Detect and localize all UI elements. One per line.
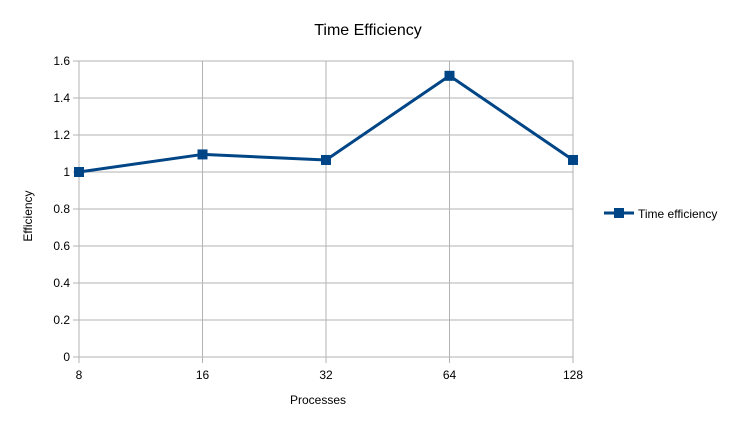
data-point	[568, 154, 578, 165]
x-axis-label: Processes	[290, 393, 346, 407]
x-tick-label: 64	[443, 368, 457, 382]
x-tick-label: 8	[76, 368, 83, 382]
y-tick-label: 0.6	[53, 239, 70, 253]
y-tick-label: 0.8	[53, 202, 70, 216]
y-tick-label: 0.4	[53, 276, 70, 290]
y-tick-label: 1	[63, 165, 70, 179]
legend-label: Time efficiency	[638, 207, 717, 221]
x-tick-label: 32	[319, 368, 333, 382]
y-tick-label: 1.2	[53, 128, 70, 142]
data-point	[197, 149, 208, 160]
legend: Time efficiency	[604, 207, 717, 221]
series-group	[74, 70, 578, 177]
y-tick-label: 0	[63, 350, 70, 364]
y-tick-label: 1.4	[53, 91, 70, 105]
data-point	[444, 70, 455, 81]
x-tick-labels: 8 16 32 64 128	[76, 368, 584, 382]
y-tick-labels: 0 0.2 0.4 0.6 0.8 1 1.2 1.4 1.6	[53, 54, 70, 364]
y-tick-label: 1.6	[53, 54, 70, 68]
data-point	[321, 154, 331, 165]
grid	[73, 60, 574, 363]
y-tick-label: 0.2	[53, 313, 70, 327]
chart-title: Time Efficiency	[314, 22, 422, 39]
legend-marker	[614, 208, 624, 218]
data-point	[74, 167, 84, 177]
x-tick-label: 16	[196, 368, 210, 382]
y-axis-label: Efficiency	[21, 190, 35, 241]
x-tick-label: 128	[563, 368, 583, 382]
